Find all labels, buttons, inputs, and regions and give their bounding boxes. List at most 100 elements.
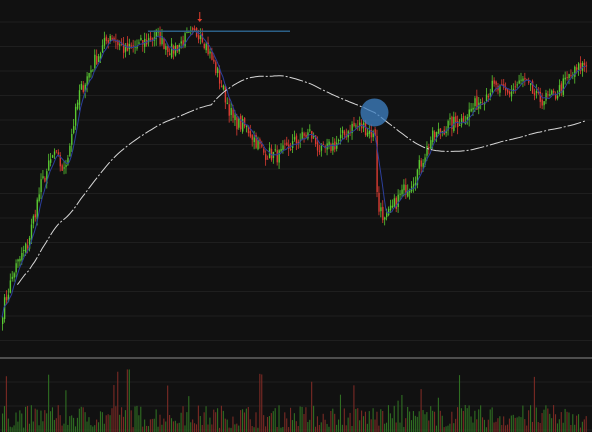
volume-bar (217, 408, 219, 432)
volume-bar (203, 412, 205, 432)
candle-body (493, 80, 495, 84)
volume-bar (174, 420, 176, 432)
candle-body (480, 102, 482, 104)
volume-bar (574, 424, 576, 432)
candle-body (211, 51, 213, 60)
candle-body (508, 91, 511, 95)
volume-bar (522, 405, 524, 432)
volume-bar (566, 411, 568, 432)
candle-body (585, 65, 588, 67)
volume-bar (192, 419, 194, 432)
candle-body (378, 192, 380, 212)
candle-body (90, 70, 92, 73)
fast-moving-average-line (1, 30, 586, 318)
volume-bar (74, 426, 77, 432)
candle-body (159, 31, 161, 45)
candle-body (332, 143, 334, 151)
volume-bar (330, 410, 332, 432)
volume-bar (439, 410, 441, 432)
volume-bar (366, 423, 368, 432)
volume-bar (578, 414, 580, 432)
candle-body (524, 77, 526, 80)
volume-bar (69, 416, 71, 432)
volume-bar (80, 406, 82, 432)
volume-bar (67, 424, 69, 432)
candle-body (472, 107, 474, 110)
volume-bar (103, 423, 105, 432)
candle-body (117, 40, 119, 46)
volume-bar (19, 410, 21, 432)
candle-body (451, 116, 453, 130)
volume-bar (466, 408, 468, 432)
volume-bar (299, 406, 301, 432)
volume-bar (416, 416, 418, 432)
volume-bar (293, 413, 295, 432)
candle-body (416, 169, 419, 185)
candle-body (434, 132, 436, 138)
candle-body (203, 43, 205, 49)
candle-body (15, 263, 17, 273)
volume-bar (232, 416, 234, 432)
volume-bar (455, 418, 457, 432)
candle-body (92, 69, 94, 71)
candle-body (422, 162, 424, 167)
candle-body (460, 118, 463, 125)
candle-body (82, 85, 85, 92)
candle-body (243, 117, 246, 127)
volume-bar (151, 418, 153, 432)
volume-bar (501, 425, 503, 432)
candle-body (501, 83, 503, 85)
candle-body (514, 86, 517, 88)
candle-body (543, 101, 545, 106)
volume-bar (53, 419, 55, 432)
candle-body (48, 160, 50, 171)
candle-body (491, 80, 493, 93)
volume-bar (276, 426, 278, 432)
candle-body (21, 253, 23, 260)
candle-body (401, 189, 403, 195)
candle-body (63, 167, 65, 169)
candle-body (167, 46, 169, 52)
candle-body (336, 142, 338, 149)
candle-body (564, 77, 566, 80)
volume-bar (495, 421, 497, 432)
candle-body (26, 245, 29, 249)
candle-body (320, 145, 323, 151)
volume-bar (130, 410, 132, 432)
volume-bar (136, 405, 138, 432)
candle-body (318, 150, 321, 153)
candle-body (355, 125, 357, 127)
volume-bar (470, 416, 472, 432)
candle-body (67, 157, 69, 165)
volume-bar (251, 426, 253, 432)
candle-body (578, 63, 580, 71)
volume-bar (309, 419, 311, 432)
volume-bar (101, 412, 103, 432)
candle-body (213, 59, 215, 62)
volume-bar (46, 413, 48, 432)
volume-bar (397, 400, 399, 432)
candle-body (397, 194, 399, 208)
volume-bar (338, 419, 340, 432)
candle-body (414, 182, 417, 185)
volume-bar (528, 410, 530, 432)
candle-body (328, 141, 330, 145)
candle-body (199, 34, 202, 39)
volume-bar (457, 407, 459, 432)
candle-body (238, 117, 240, 128)
volume-bar (387, 405, 390, 432)
volume-bar (353, 385, 355, 432)
candle-body (412, 184, 415, 187)
volume-bar (84, 412, 86, 432)
candle-body (424, 157, 426, 165)
candle-body (314, 135, 317, 144)
volume-bar (380, 409, 382, 432)
candle-body (359, 122, 361, 127)
candle-body (88, 72, 90, 78)
candle-body (96, 56, 98, 65)
volume-bar (121, 407, 123, 432)
volume-bar (391, 418, 393, 432)
candle-body (109, 35, 111, 42)
candle-body (94, 54, 96, 68)
